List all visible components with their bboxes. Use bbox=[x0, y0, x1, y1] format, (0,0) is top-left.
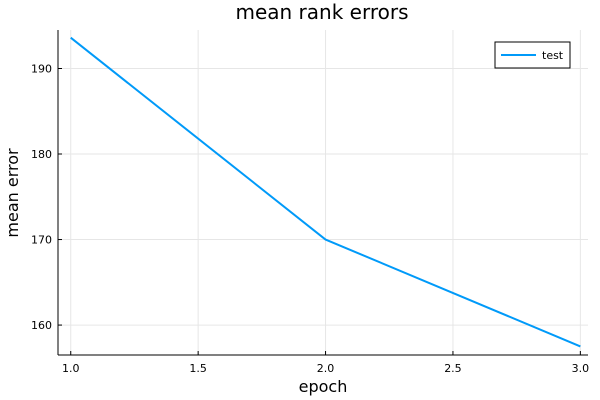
x-tick-label: 1.0 bbox=[62, 362, 80, 375]
x-axis-label: epoch bbox=[299, 377, 348, 396]
y-ticks: 160 170 180 190 bbox=[31, 62, 62, 332]
x-ticks: 1.0 1.5 2.0 2.5 3.0 bbox=[62, 351, 589, 375]
y-tick-label: 190 bbox=[31, 62, 52, 75]
grid bbox=[58, 30, 588, 355]
series-layer bbox=[70, 36, 581, 348]
y-tick-label: 170 bbox=[31, 234, 52, 247]
y-tick-label: 160 bbox=[31, 319, 52, 332]
y-axis-label: mean error bbox=[3, 148, 22, 238]
chart-title: mean rank errors bbox=[235, 0, 408, 24]
series-line-test bbox=[70, 36, 581, 348]
legend-label-test: test bbox=[542, 49, 564, 62]
x-tick-label: 2.0 bbox=[317, 362, 335, 375]
x-tick-label: 2.5 bbox=[444, 362, 462, 375]
x-tick-label: 3.0 bbox=[572, 362, 590, 375]
x-tick-label: 1.5 bbox=[189, 362, 207, 375]
y-tick-label: 180 bbox=[31, 148, 52, 161]
axes bbox=[57, 30, 588, 356]
legend: test bbox=[494, 41, 571, 69]
